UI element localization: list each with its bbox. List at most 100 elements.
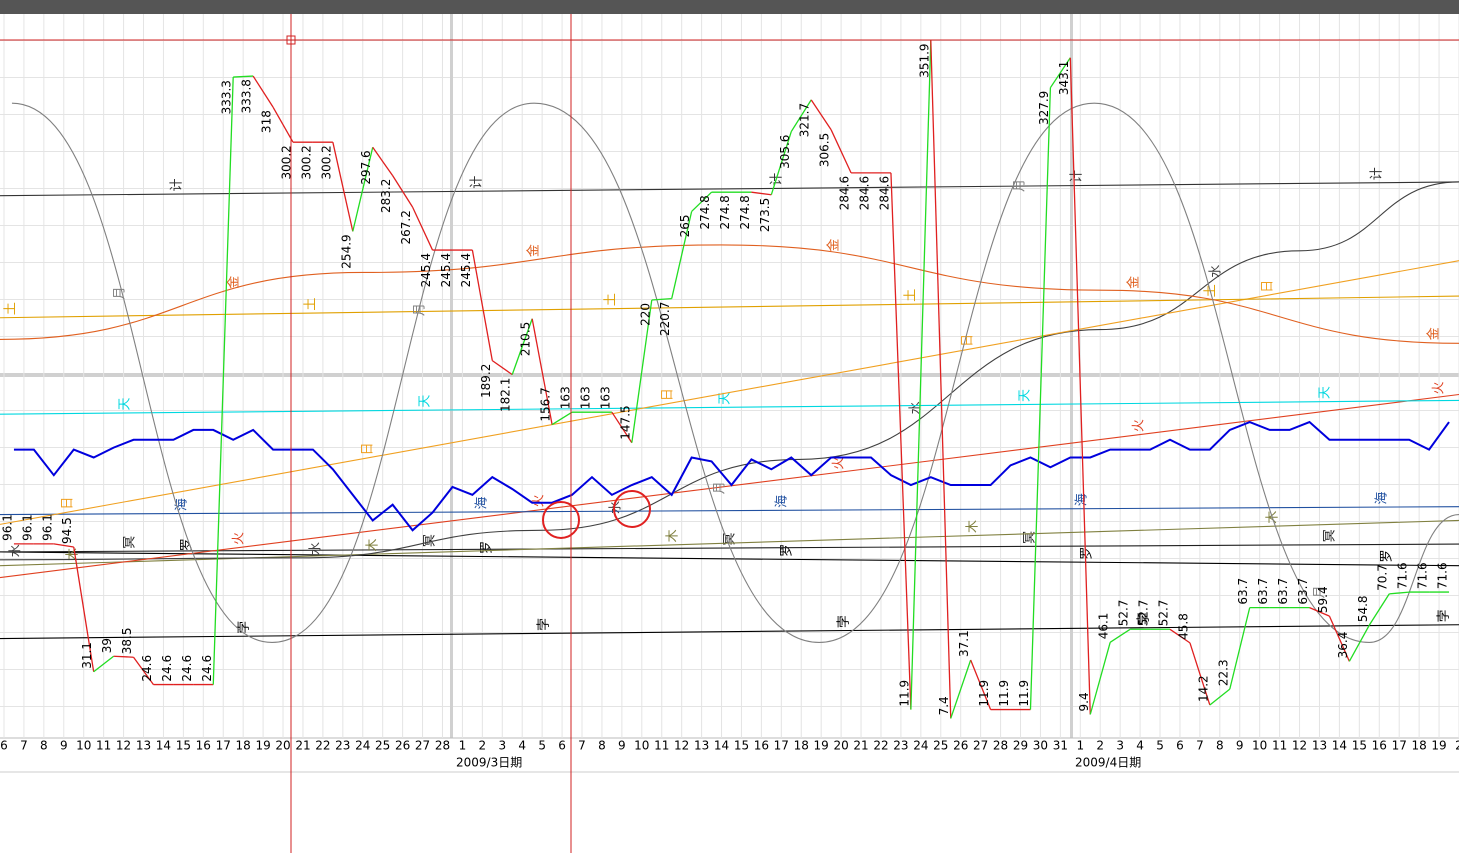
data-label: 59.4 xyxy=(1316,586,1330,613)
x-tick-label: 19 xyxy=(814,739,829,753)
planet-label: 土 xyxy=(904,289,919,302)
data-label: 333.8 xyxy=(240,79,254,113)
data-label: 274.8 xyxy=(738,195,752,229)
data-label: 351.9 xyxy=(917,43,931,77)
x-tick-label: 5 xyxy=(1156,739,1164,753)
x-tick-label: 15 xyxy=(734,739,749,753)
price-segment xyxy=(751,191,772,196)
price-segment xyxy=(910,40,932,710)
planet-line xyxy=(0,393,1459,579)
x-tick-label: 18 xyxy=(236,739,251,753)
planet-label: 日 xyxy=(61,497,76,510)
data-label: 147.5 xyxy=(618,405,632,439)
x-tick-label: 14 xyxy=(156,739,171,753)
price-segment xyxy=(970,659,992,710)
data-label: 182.1 xyxy=(499,378,513,412)
x-tick-label: 9 xyxy=(1236,739,1244,753)
x-tick-label: 17 xyxy=(1392,739,1407,753)
planet-label: 海 xyxy=(1375,492,1390,505)
x-tick-label: 10 xyxy=(1252,739,1267,753)
data-label: 284.6 xyxy=(877,176,891,210)
data-label: 52.7 xyxy=(1117,600,1131,627)
planet-label: 孛 xyxy=(536,618,552,631)
price-segment xyxy=(651,298,672,301)
x-tick-label: 4 xyxy=(518,739,526,753)
price-segment xyxy=(531,318,553,425)
x-tick-label: 28 xyxy=(435,739,450,753)
data-label: 24.6 xyxy=(160,655,174,682)
x-tick-label: 11 xyxy=(1272,739,1287,753)
price-segment xyxy=(1069,57,1091,715)
data-label: 11.9 xyxy=(977,680,991,707)
data-label: 63.7 xyxy=(1256,578,1270,605)
planet-line xyxy=(0,551,1459,567)
price-segment xyxy=(212,77,234,685)
data-label: 37.1 xyxy=(957,630,971,657)
cursor-marker xyxy=(286,35,296,45)
price-segment xyxy=(53,543,74,548)
x-tick-label: 13 xyxy=(136,739,151,753)
data-label: 71.6 xyxy=(1416,562,1430,589)
planet-label: 天 xyxy=(1018,389,1033,402)
data-label: 156.7 xyxy=(539,387,553,421)
x-tick-label: 12 xyxy=(1292,739,1307,753)
planet-label: 计 xyxy=(470,176,485,189)
data-label: 343.1 xyxy=(1057,61,1071,95)
data-label: 274.8 xyxy=(718,195,732,229)
data-label: 24.6 xyxy=(140,655,154,682)
x-tick-label: 6 xyxy=(1176,739,1184,753)
data-label: 283.2 xyxy=(379,179,393,213)
data-label: 70.7 xyxy=(1376,564,1390,591)
planet-label: 水 xyxy=(9,544,24,557)
x-tick-label: 22 xyxy=(315,739,330,753)
x-tick-label: 15 xyxy=(1352,739,1367,753)
planet-label: 海 xyxy=(475,496,490,509)
data-label: 306.5 xyxy=(818,133,832,167)
price-segment xyxy=(950,659,972,719)
planet-line xyxy=(0,181,1459,561)
data-label: 14.2 xyxy=(1196,675,1210,702)
x-tick-label: 8 xyxy=(1216,739,1224,753)
x-tick-label: 14 xyxy=(1332,739,1347,753)
x-tick-label: 27 xyxy=(973,739,988,753)
x-tick-label: 6 xyxy=(0,739,8,753)
x-tick-label: 11 xyxy=(96,739,111,753)
data-label: 284.6 xyxy=(838,176,852,210)
planet-label: 罗 xyxy=(1080,547,1095,560)
data-label: 36.4 xyxy=(1336,632,1350,659)
x-tick-label: 4 xyxy=(1136,739,1144,753)
planet-label: 金 xyxy=(526,244,542,257)
planet-label: 计 xyxy=(1070,170,1085,183)
planet-label: 计 xyxy=(170,179,185,192)
data-label: 300.2 xyxy=(319,145,333,179)
x-tick-label: 9 xyxy=(60,739,68,753)
price-segment xyxy=(332,142,354,232)
x-tick-label: 22 xyxy=(873,739,888,753)
planet-label: 计 xyxy=(1370,167,1385,180)
x-tick-label: 17 xyxy=(774,739,789,753)
x-tick-label: 16 xyxy=(1372,739,1387,753)
x-tick-label: 7 xyxy=(20,739,28,753)
data-label: 297.6 xyxy=(359,150,373,184)
planet-line xyxy=(0,399,1459,415)
planet-label: 月 xyxy=(413,303,428,316)
planet-line xyxy=(11,102,1459,644)
price-segment xyxy=(1049,57,1071,89)
x-tick-label: 9 xyxy=(618,739,626,753)
price-segment xyxy=(1209,688,1231,706)
price-segment xyxy=(372,146,394,177)
data-label: 71.6 xyxy=(1436,562,1450,589)
data-label: 46.1 xyxy=(1097,613,1111,640)
planet-label: 海 xyxy=(1075,493,1090,506)
data-label: 300.2 xyxy=(299,145,313,179)
planet-line xyxy=(0,181,1459,197)
planet-label: 罗 xyxy=(1380,550,1395,563)
planet-label: 火 xyxy=(1432,381,1447,394)
x-tick-label: 23 xyxy=(893,739,908,753)
data-label: 24.6 xyxy=(200,655,214,682)
price-segment xyxy=(1368,593,1390,626)
planet-label: 月 xyxy=(113,286,128,299)
planet-label: 天 xyxy=(1318,386,1333,399)
